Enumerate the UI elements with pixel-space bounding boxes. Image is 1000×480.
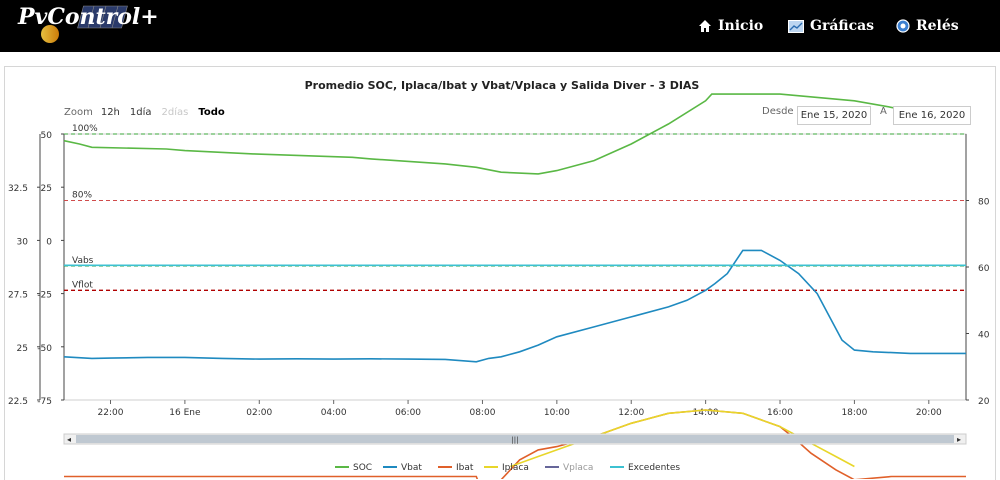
series-line-iplaca: [510, 409, 855, 468]
legend-item-vplaca[interactable]: Vplaca: [563, 463, 593, 473]
x-tick-label: 16 Ene: [169, 408, 201, 418]
zoom-label: Zoom: [64, 107, 93, 118]
x-tick-label: 12:00: [618, 408, 644, 418]
series-line-soc: [63, 93, 967, 175]
range-from-label: Desde: [762, 106, 794, 117]
voltage-tick-label: 80: [978, 198, 990, 208]
navigator-scrollbar-thumb[interactable]: [76, 435, 954, 443]
nav-reles[interactable]: Relés: [896, 0, 959, 52]
nav-reles-label: Relés: [916, 18, 959, 34]
x-tick-label: 08:00: [469, 408, 495, 418]
x-tick-label: 20:00: [916, 408, 942, 418]
plot-line-label: Vflot: [72, 280, 93, 290]
voltage-tick-label: 60: [978, 264, 990, 274]
relay-icon: [896, 19, 910, 33]
nav-inicio-label: Inicio: [718, 18, 764, 34]
chart-panel: [4, 66, 996, 480]
chart-image-icon: [788, 19, 804, 33]
legend-item-vbat[interactable]: Vbat: [401, 463, 422, 473]
zoom-selector: Zoom 12h 1día 2días Todo: [64, 106, 227, 119]
soc-tick-label: 32.5: [8, 184, 28, 194]
soc-tick-label: 22.5: [8, 397, 28, 407]
range-from-input[interactable]: Ene 15, 2020: [797, 106, 871, 125]
plot-line-label: 100%: [72, 124, 98, 134]
nav-graficas[interactable]: Gráficas: [788, 0, 874, 52]
legend-item-ibat[interactable]: Ibat: [456, 463, 474, 473]
soc-tick-label: 27.5: [8, 291, 28, 301]
svg-text:PvControl+: PvControl+: [17, 4, 159, 30]
home-icon: [699, 20, 711, 32]
x-tick-label: 10:00: [544, 408, 570, 418]
x-tick-label: 22:00: [98, 408, 124, 418]
current-tick-label: -25: [37, 291, 52, 301]
current-tick-label: 50: [41, 131, 53, 141]
pvcontrol-logo[interactable]: PvControl+: [14, 4, 174, 48]
voltage-tick-label: 20: [978, 397, 990, 407]
current-tick-label: -50: [37, 344, 52, 354]
series-line-ibat: [64, 409, 966, 479]
zoom-todo-button[interactable]: Todo: [198, 107, 225, 118]
x-tick-label: 18:00: [841, 408, 867, 418]
current-tick-label: 0: [46, 237, 52, 247]
legend-item-soc[interactable]: SOC: [353, 463, 372, 473]
x-tick-label: 14:00: [693, 408, 719, 418]
x-tick-label: 04:00: [321, 408, 347, 418]
current-tick-label: -75: [37, 397, 52, 407]
plot-line-label: Vabs: [72, 256, 94, 266]
soc-tick-label: 30: [17, 237, 29, 247]
top-navigation-bar: PvControl+ Inicio Gráficas Relés: [0, 0, 1000, 52]
legend-item-iplaca[interactable]: Iplaca: [502, 463, 529, 473]
range-to-label: A: [880, 106, 887, 117]
plot-area: [63, 133, 967, 401]
zoom-12h-button[interactable]: 12h: [100, 107, 120, 118]
range-to-input[interactable]: Ene 16, 2020: [893, 106, 971, 125]
chart-title: Promedio SOC, Iplaca/Ibat y Vbat/Vplaca …: [305, 79, 700, 92]
legend-item-excedentes[interactable]: Excedentes: [628, 463, 680, 473]
zoom-2dias-button[interactable]: 2días: [161, 107, 189, 118]
voltage-tick-label: 40: [978, 331, 990, 341]
scroll-left-arrow[interactable]: ◂: [67, 435, 71, 444]
series-line-vbat: [63, 249, 966, 363]
x-tick-label: 02:00: [246, 408, 272, 418]
nav-inicio[interactable]: Inicio: [698, 0, 763, 52]
x-tick-label: 16:00: [767, 408, 793, 418]
soc-tick-label: 25: [17, 344, 28, 354]
zoom-1dia-button[interactable]: 1día: [129, 107, 152, 118]
plot-line-label: 80%: [72, 191, 92, 201]
nav-graficas-label: Gráficas: [810, 18, 875, 34]
scrollbar-grip-icon: |||: [511, 436, 518, 444]
x-tick-label: 06:00: [395, 408, 421, 418]
scroll-right-arrow[interactable]: ▸: [957, 435, 961, 444]
current-tick-label: 25: [41, 184, 52, 194]
